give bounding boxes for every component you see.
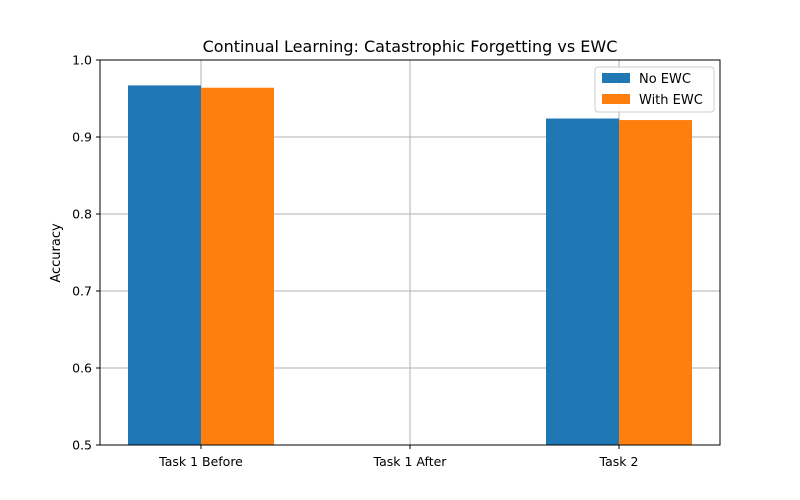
chart-title: Continual Learning: Catastrophic Forgett… [203,37,618,56]
y-tick-label: 0.6 [72,361,92,376]
legend-label-no-ewc: No EWC [639,72,691,87]
bars [128,85,692,446]
y-tick-label: 0.5 [72,438,92,453]
y-tick-label: 0.8 [72,207,92,222]
x-tick-label: Task 2 [599,454,639,469]
legend-swatch-with-ewc [602,94,630,104]
legend-swatch-no-ewc [602,73,630,83]
x-tick-label: Task 1 Before [158,454,243,469]
bar-no-ewc-task-2 [546,118,619,446]
bar-with-ewc-task-2 [619,120,692,445]
y-tick-label: 0.9 [72,130,92,145]
y-tick-label: 0.7 [72,284,92,299]
legend: No EWC With EWC [594,66,715,113]
y-tick-label: 1.0 [72,53,92,68]
bar-no-ewc-task-1-before [128,85,201,445]
bar-with-ewc-task-1-before [201,87,274,445]
y-axis-label: Accuracy [49,223,64,283]
legend-label-with-ewc: With EWC [639,93,703,108]
x-tick-label: Task 1 After [373,454,448,469]
ticks: 0.5 0.6 0.7 0.8 0.9 1.0 Task 1 Before Task 1 Af… [72,53,638,470]
